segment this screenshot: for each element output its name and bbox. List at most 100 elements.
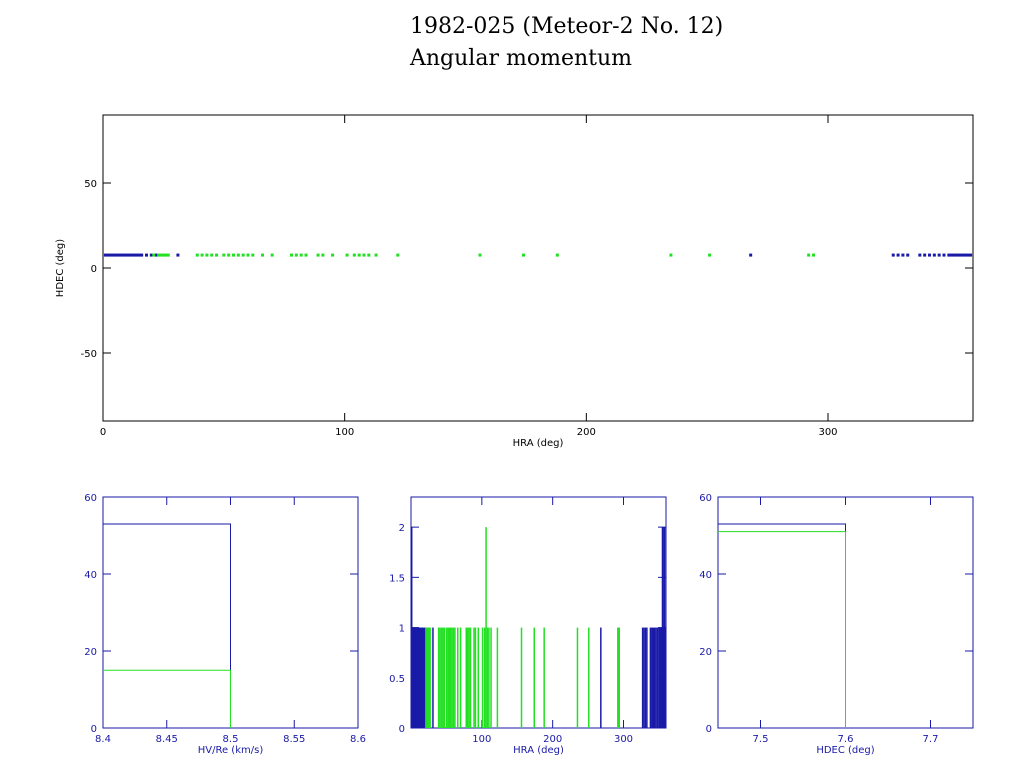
scatter-point-s1 xyxy=(812,253,815,257)
scatter-point-s1 xyxy=(166,253,170,257)
scatter-point-s0 xyxy=(923,253,927,257)
y-tick-label-2: 0.5 xyxy=(389,674,405,685)
chart-title-line1: 1982-025 (Meteor-2 No. 12) xyxy=(410,14,724,39)
scatter-point-s0 xyxy=(906,253,910,257)
y-axis-label-0: HDEC (deg) xyxy=(55,239,66,297)
x-axis-label-3: HDEC (deg) xyxy=(816,745,874,756)
scatter-point-s1 xyxy=(210,253,214,257)
scatter-point-s1 xyxy=(669,253,673,257)
scatter-point-s1 xyxy=(362,253,366,257)
scatter-point-s0 xyxy=(964,253,968,257)
scatter-point-s0 xyxy=(118,253,122,257)
x-tick-label-1: 8.45 xyxy=(156,734,178,745)
scatter-point-s0 xyxy=(137,253,141,257)
scatter-point-s1 xyxy=(522,253,525,257)
scatter-point-s1 xyxy=(200,253,204,257)
x-tick-label-1: 8.5 xyxy=(223,734,239,745)
y-tick-label-0: -50 xyxy=(81,349,97,360)
hist-bar-s1 xyxy=(718,531,846,728)
scatter-point-s0 xyxy=(116,253,119,257)
scatter-point-s1 xyxy=(321,253,325,257)
scatter-point-s1 xyxy=(236,253,240,257)
scatter-point-s0 xyxy=(949,253,953,257)
x-axis-label-1: HV/Re (km/s) xyxy=(198,745,264,756)
scatter-point-s1 xyxy=(152,253,156,257)
scatter-point-s0 xyxy=(961,253,965,257)
y-tick-label-3: 60 xyxy=(699,493,712,504)
scatter-point-s0 xyxy=(918,253,922,257)
scatter-point-s0 xyxy=(108,253,112,257)
scatter-point-s0 xyxy=(123,253,127,257)
scatter-point-s1 xyxy=(159,253,163,257)
hist-bar-s0 xyxy=(103,523,231,728)
scatter-point-s0 xyxy=(120,253,124,257)
x-tick-label-1: 8.6 xyxy=(350,734,366,745)
scatter-point-s1 xyxy=(157,253,161,257)
scatter-point-s0 xyxy=(954,253,958,257)
chart-title-line2: Angular momentum xyxy=(410,46,632,71)
scatter-point-s1 xyxy=(270,253,274,257)
scatter-point-s0 xyxy=(128,253,132,257)
scatter-point-s1 xyxy=(232,253,235,257)
scatter-point-s1 xyxy=(261,253,264,257)
scatter-point-s1 xyxy=(161,253,165,257)
scatter-point-s0 xyxy=(947,253,951,257)
scatter-point-s1 xyxy=(290,253,293,257)
scatter-point-s0 xyxy=(928,253,931,257)
scatter-point-s1 xyxy=(345,253,349,257)
scatter-point-s0 xyxy=(135,253,139,257)
scatter-point-s1 xyxy=(396,253,400,257)
scatter-point-s0 xyxy=(154,253,158,257)
x-tick-label-0: 200 xyxy=(577,427,596,438)
scatter-point-s0 xyxy=(891,253,895,257)
scatter-point-s0 xyxy=(106,253,110,257)
scatter-point-s1 xyxy=(478,253,482,257)
x-axis-label-0: HRA (deg) xyxy=(513,438,564,449)
hist-bar-s1 xyxy=(103,669,231,728)
y-tick-label-1: 60 xyxy=(84,493,97,504)
hist-bar-s0 xyxy=(718,523,846,728)
x-axis-label-2: HRA (deg) xyxy=(513,745,564,756)
y-tick-label-1: 40 xyxy=(84,570,97,581)
scatter-point-s1 xyxy=(316,253,320,257)
scatter-point-s1 xyxy=(304,253,308,257)
scatter-point-s0 xyxy=(125,253,129,257)
y-tick-label-0: 50 xyxy=(84,179,97,190)
x-tick-label-3: 7.7 xyxy=(923,734,939,745)
scatter-point-s0 xyxy=(932,253,936,257)
scatter-point-s1 xyxy=(205,253,209,257)
x-tick-label-1: 8.4 xyxy=(95,734,111,745)
scatter-point-s1 xyxy=(222,253,226,257)
scatter-point-s1 xyxy=(195,253,199,257)
y-tick-label-1: 20 xyxy=(84,647,97,658)
x-tick-label-2: 200 xyxy=(543,734,562,745)
scatter-point-s0 xyxy=(942,253,946,257)
scatter-point-s1 xyxy=(227,253,231,257)
scatter-point-s0 xyxy=(176,253,180,257)
y-tick-label-3: 0 xyxy=(706,724,712,735)
y-tick-label-2: 1.5 xyxy=(389,573,405,584)
y-tick-label-2: 2 xyxy=(399,523,405,534)
y-tick-label-0: 0 xyxy=(91,264,97,275)
y-tick-label-3: 40 xyxy=(699,570,712,581)
scatter-point-s0 xyxy=(140,253,144,257)
y-tick-label-2: 1 xyxy=(399,624,405,635)
scatter-point-s1 xyxy=(241,253,245,257)
scatter-point-s1 xyxy=(352,253,356,257)
scatter-point-s1 xyxy=(299,253,303,257)
y-tick-label-2: 0 xyxy=(399,724,405,735)
scatter-point-s1 xyxy=(708,253,712,257)
x-tick-label-3: 7.6 xyxy=(838,734,854,745)
scatter-point-s1 xyxy=(807,253,811,257)
y-tick-label-3: 20 xyxy=(699,647,712,658)
y-tick-label-1: 0 xyxy=(91,724,97,735)
scatter-point-s0 xyxy=(113,253,117,257)
scatter-point-s0 xyxy=(103,253,107,257)
scatter-point-s1 xyxy=(331,253,335,257)
scatter-point-s0 xyxy=(896,253,900,257)
scatter-point-s1 xyxy=(251,253,255,257)
x-tick-label-0: 100 xyxy=(335,427,354,438)
scatter-point-s0 xyxy=(937,253,941,257)
scatter-point-s1 xyxy=(215,253,219,257)
